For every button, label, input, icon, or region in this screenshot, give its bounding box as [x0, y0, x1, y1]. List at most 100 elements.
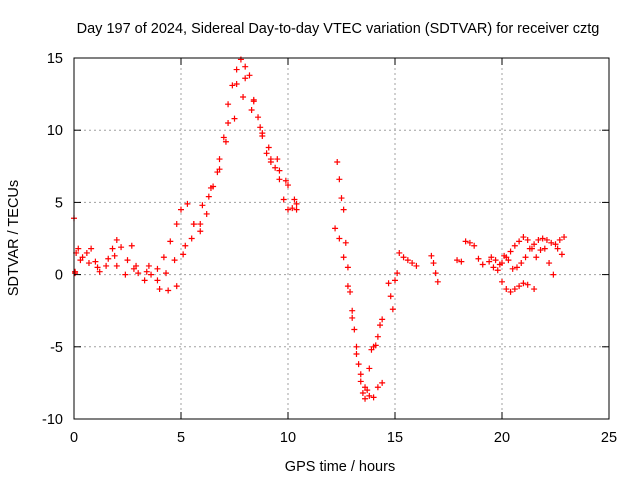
data-point: [282, 177, 289, 184]
y-axis-label: SDTVAR / TECUs: [6, 180, 22, 296]
data-point: [531, 286, 538, 293]
x-tick-label: 25: [601, 430, 617, 446]
data-point: [550, 271, 557, 278]
data-point: [133, 262, 140, 269]
data-point: [96, 268, 103, 275]
data-point: [531, 241, 538, 248]
data-point: [494, 267, 501, 274]
data-point: [552, 241, 559, 248]
data-point: [351, 326, 358, 333]
data-point: [274, 156, 281, 163]
data-point: [216, 156, 223, 163]
data-point: [293, 206, 300, 213]
data-point: [231, 115, 238, 122]
data-point: [518, 260, 525, 267]
data-point: [535, 236, 542, 243]
data-point: [507, 248, 514, 255]
data-point: [148, 271, 155, 278]
data-point: [182, 242, 189, 249]
data-point: [259, 130, 266, 137]
data-point: [167, 238, 174, 245]
data-point: [334, 158, 341, 165]
data-point: [171, 257, 178, 264]
data-point: [454, 257, 461, 264]
chart-title: Day 197 of 2024, Sidereal Day-to-day VTE…: [77, 21, 600, 37]
y-tick-labels: -10 -5 0 5 10 15: [42, 51, 63, 428]
data-point: [276, 176, 283, 183]
data-point: [520, 280, 527, 287]
data-point: [537, 247, 544, 254]
data-point: [366, 365, 373, 372]
data-point: [173, 221, 180, 228]
x-tick-label: 20: [494, 430, 510, 446]
data-point: [349, 314, 356, 321]
data-point: [340, 254, 347, 261]
data-point: [124, 257, 131, 264]
data-point: [154, 265, 161, 272]
data-point: [409, 260, 416, 267]
data-point: [389, 306, 396, 313]
data-point: [240, 93, 247, 100]
data-point: [561, 234, 568, 241]
data-point: [430, 260, 437, 267]
data-point: [143, 268, 150, 275]
data-point: [344, 283, 351, 290]
data-point: [516, 238, 523, 245]
y-tick-label: -10: [42, 412, 63, 428]
data-point: [475, 255, 482, 262]
data-point: [503, 254, 510, 261]
data-point: [528, 245, 535, 252]
data-point: [511, 286, 518, 293]
data-point: [272, 164, 279, 171]
data-point: [250, 98, 257, 105]
data-point: [109, 245, 116, 252]
data-point: [374, 333, 381, 340]
data-point: [490, 264, 497, 271]
data-point: [359, 390, 366, 397]
x-tick-label: 10: [280, 430, 296, 446]
data-point: [178, 206, 184, 213]
data-point: [524, 281, 531, 288]
y-tick-label: 0: [55, 268, 63, 284]
data-point: [357, 371, 364, 378]
data-point: [267, 158, 274, 165]
data-point: [556, 236, 563, 243]
data-point: [548, 239, 555, 246]
data-point: [199, 202, 206, 209]
data-point: [524, 236, 531, 243]
data-point: [396, 249, 403, 256]
data-point: [357, 378, 364, 385]
data-point: [543, 236, 550, 243]
data-point: [156, 286, 163, 293]
data-point: [336, 235, 343, 242]
data-point: [509, 265, 516, 272]
data-point: [558, 251, 565, 258]
data-point: [197, 228, 204, 235]
data-point: [173, 283, 180, 290]
y-tick-label: 15: [47, 51, 63, 67]
data-point: [111, 252, 118, 259]
x-tick-labels: 0 5 10 15 20 25: [70, 430, 617, 446]
data-point: [499, 278, 505, 285]
data-point: [92, 258, 99, 265]
data-point: [103, 262, 110, 269]
data-point: [533, 254, 540, 261]
data-point: [135, 270, 142, 277]
data-point: [372, 342, 379, 349]
data-point: [184, 200, 191, 207]
plot-frame: [73, 57, 610, 420]
data-point: [289, 205, 296, 212]
data-point: [387, 293, 394, 300]
data-point: [434, 278, 441, 285]
data-point: [362, 395, 369, 402]
data-point: [379, 379, 386, 386]
data-point: [291, 196, 298, 203]
data-point: [246, 72, 253, 79]
data-point: [366, 392, 373, 399]
data-point: [248, 106, 255, 113]
data-point: [400, 254, 407, 261]
x-tick-label: 15: [387, 430, 403, 446]
data-point: [488, 254, 495, 261]
data-point: [105, 255, 112, 262]
